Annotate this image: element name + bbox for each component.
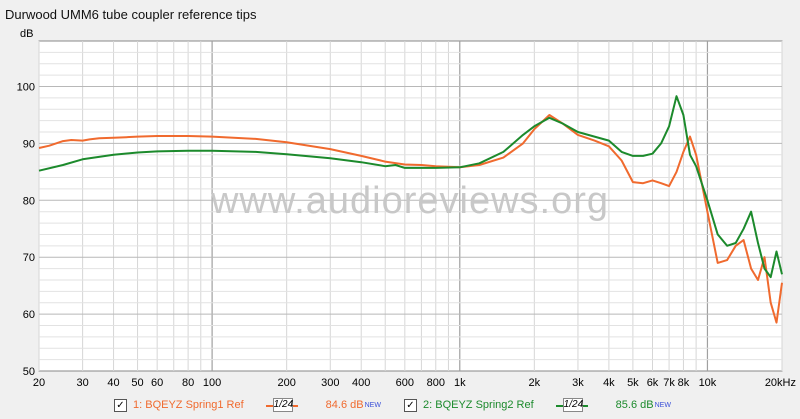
watermark: www.audioreviews.org — [210, 180, 609, 222]
y-tick-label: 50 — [23, 366, 35, 378]
x-tick-label: 20kHz — [765, 377, 796, 389]
y-tick-label: 90 — [23, 138, 35, 150]
series-1-new-badge: NEW — [364, 401, 381, 409]
x-tick-label: 300 — [321, 377, 339, 389]
series-2-checkbox[interactable]: ✓ — [404, 398, 417, 412]
series-layer — [38, 95, 783, 324]
series-2-label: 2: BQEYZ Spring2 Ref — [423, 399, 534, 411]
series-1-checkbox[interactable]: ✓ — [114, 398, 127, 412]
series-1-label: 1: BQEYZ Spring1 Ref — [133, 399, 244, 411]
x-tick-label: 20 — [33, 377, 45, 389]
series-1-smoothing-value: 1/24 — [272, 398, 294, 412]
x-tick-label: 7k — [663, 377, 675, 389]
legend: ✓ 1: BQEYZ Spring1 Ref 1/24 84.6 dB NEW ✓… — [0, 396, 800, 416]
chart-title: Durwood UMM6 tube coupler reference tips — [5, 7, 257, 22]
x-tick-label: 100 — [203, 377, 221, 389]
x-tick-label: 600 — [396, 377, 414, 389]
x-tick-label: 6k — [647, 377, 659, 389]
frequency-response-chart: www.audioreviews.org 50 60 70 80 90 100 20 30 4… — [17, 28, 796, 389]
x-tick-label: 40 — [107, 377, 119, 389]
y-tick-label: 80 — [23, 195, 35, 207]
x-tick-label: 2k — [529, 377, 541, 389]
y-axis-label: dB — [20, 28, 33, 40]
series-1-level: 84.6 dB — [325, 399, 364, 411]
series-line-2 — [38, 95, 783, 279]
x-tick-label: 10k — [699, 377, 717, 389]
x-tick-label: 80 — [182, 377, 194, 389]
y-tick-label: 60 — [23, 309, 35, 321]
legend-item-2: ✓ 2: BQEYZ Spring2 Ref 1/24 85.6 dB NEW — [404, 398, 671, 412]
x-tick-label: 60 — [151, 377, 163, 389]
y-tick-label: 70 — [23, 252, 35, 264]
legend-item-1: ✓ 1: BQEYZ Spring1 Ref 1/24 84.6 dB NEW — [114, 398, 381, 412]
x-tick-label: 3k — [572, 377, 584, 389]
x-tick-label: 8k — [678, 377, 690, 389]
grid — [38, 41, 783, 371]
x-ticks: 20 30 40 50 60 80 100 200 300 400 600 800 1k 2k 3k 4k 5k… — [33, 377, 796, 389]
series-2-smoothing-control[interactable]: 1/24 — [555, 398, 588, 412]
series-line-1 — [38, 114, 783, 324]
y-tick-label: 100 — [17, 82, 35, 94]
y-ticks: 50 60 70 80 90 100 — [17, 82, 35, 378]
x-tick-label: 50 — [131, 377, 143, 389]
x-tick-label: 800 — [427, 377, 445, 389]
x-tick-label: 4k — [603, 377, 615, 389]
x-tick-label: 400 — [352, 377, 370, 389]
x-tick-label: 200 — [277, 377, 295, 389]
x-tick-label: 30 — [76, 377, 88, 389]
series-2-level: 85.6 dB — [615, 399, 654, 411]
x-tick-label: 1k — [454, 377, 466, 389]
series-2-smoothing-value: 1/24 — [562, 398, 584, 412]
series-2-new-badge: NEW — [654, 401, 671, 409]
x-tick-label: 5k — [627, 377, 639, 389]
series-1-smoothing-control[interactable]: 1/24 — [265, 398, 298, 412]
